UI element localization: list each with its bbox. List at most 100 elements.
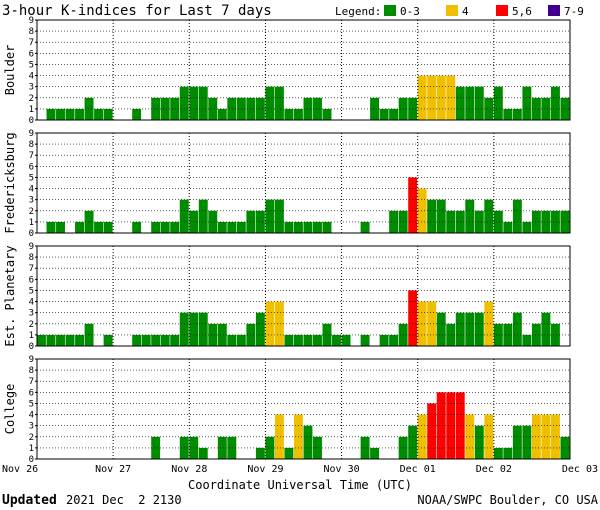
legend-label: Legend: <box>335 5 381 18</box>
bar <box>322 221 332 233</box>
source-label: NOAA/SWPC Boulder, CO USA <box>417 493 598 507</box>
bar <box>408 290 418 346</box>
bar <box>217 108 227 120</box>
bar <box>313 334 322 346</box>
bar <box>84 97 94 120</box>
bar <box>455 312 465 346</box>
bar <box>389 210 399 233</box>
bar <box>446 210 456 233</box>
bar <box>484 301 494 346</box>
y-tick-label: 4 <box>29 185 34 195</box>
bar <box>474 210 484 233</box>
bar <box>274 86 284 120</box>
bar <box>446 75 456 120</box>
updated-label: Updated <box>2 493 57 508</box>
bar <box>503 108 513 120</box>
bar <box>417 301 427 346</box>
y-tick-label: 8 <box>29 253 34 263</box>
y-tick-label: 4 <box>29 411 34 421</box>
bar <box>132 221 142 233</box>
y-tick-label: 5 <box>29 286 34 296</box>
y-tick-label: 4 <box>29 298 34 308</box>
legend-item-3: 7-9 <box>564 5 584 18</box>
bar <box>389 334 399 346</box>
bar <box>436 312 446 346</box>
bar <box>455 86 465 120</box>
bar <box>512 425 522 459</box>
bar <box>484 97 494 120</box>
bar <box>322 323 332 346</box>
bar <box>103 108 113 120</box>
bar <box>227 334 237 346</box>
bar <box>198 199 208 233</box>
bar <box>227 97 237 120</box>
y-tick-label: 4 <box>29 72 34 82</box>
y-tick-label: 1 <box>29 218 34 228</box>
bar <box>550 323 560 346</box>
updated-value: 2021 Dec 2 2130 <box>66 493 182 507</box>
y-tick-label: 2 <box>29 207 34 217</box>
bar <box>427 403 437 459</box>
bar <box>484 199 494 233</box>
y-tick-label: 1 <box>29 105 34 115</box>
y-tick-label: 5 <box>29 60 34 70</box>
bar <box>474 425 484 459</box>
x-tick-label: Dec 03 <box>562 464 598 475</box>
bar <box>284 221 294 233</box>
bar <box>560 436 570 459</box>
y-tick-label: 5 <box>29 399 34 409</box>
bar <box>103 334 113 346</box>
bar <box>284 334 294 346</box>
bar <box>512 199 522 233</box>
bar <box>503 221 513 233</box>
x-tick-label: Dec 01 <box>400 464 436 475</box>
bar <box>436 75 446 120</box>
bar <box>493 323 503 346</box>
y-tick-label: 3 <box>29 83 34 93</box>
station-label: Est. Planetary <box>3 245 17 346</box>
bar <box>370 97 380 120</box>
y-tick-label: 7 <box>29 151 34 161</box>
y-tick-label: 8 <box>29 366 34 376</box>
bar <box>208 210 218 233</box>
bar <box>227 436 237 459</box>
bar <box>560 97 570 120</box>
bar <box>293 334 303 346</box>
bar <box>541 414 551 459</box>
y-tick-label: 7 <box>29 377 34 387</box>
bar <box>531 414 541 459</box>
y-tick-label: 7 <box>29 38 34 48</box>
bar <box>303 425 313 459</box>
bar <box>293 108 303 120</box>
bar <box>522 221 532 233</box>
bar <box>332 334 341 346</box>
bar <box>46 334 56 346</box>
bar <box>151 221 161 233</box>
bar <box>560 210 570 233</box>
bar <box>274 199 284 233</box>
bar <box>322 108 332 120</box>
bar <box>94 108 104 120</box>
bar <box>255 210 265 233</box>
bar <box>151 97 161 120</box>
legend-item-0: 0-3 <box>400 5 420 18</box>
x-axis-label: Coordinate Universal Time (UTC) <box>188 478 412 492</box>
bar <box>170 334 180 346</box>
bar <box>493 210 503 233</box>
bar <box>465 86 475 120</box>
bar <box>522 334 532 346</box>
bar <box>531 323 541 346</box>
y-tick-label: 0 <box>29 455 34 465</box>
panel-frame <box>36 358 571 460</box>
bar <box>198 312 208 346</box>
bar <box>37 334 46 346</box>
bar <box>227 221 237 233</box>
bar <box>132 108 142 120</box>
y-tick-label: 3 <box>29 422 34 432</box>
bar <box>265 86 275 120</box>
bar <box>56 334 65 346</box>
bar <box>531 210 541 233</box>
bar <box>370 447 380 459</box>
